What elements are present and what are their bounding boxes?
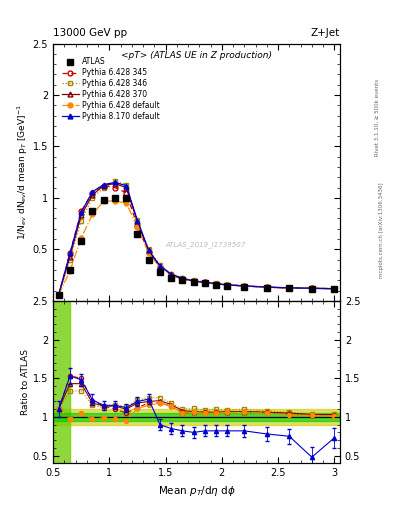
Text: 13000 GeV pp: 13000 GeV pp bbox=[53, 28, 127, 38]
Y-axis label: Ratio to ATLAS: Ratio to ATLAS bbox=[21, 349, 30, 415]
Text: ATLAS_2019_I1739507: ATLAS_2019_I1739507 bbox=[165, 241, 245, 248]
Text: <pT> (ATLAS UE in Z production): <pT> (ATLAS UE in Z production) bbox=[121, 51, 272, 60]
Y-axis label: 1/N$_{ev}$ dN$_{ev}$/d mean p$_T$ [GeV]$^{-1}$: 1/N$_{ev}$ dN$_{ev}$/d mean p$_T$ [GeV]$… bbox=[15, 104, 30, 240]
Text: Z+Jet: Z+Jet bbox=[311, 28, 340, 38]
X-axis label: Mean $p_T$/d$\eta$ d$\phi$: Mean $p_T$/d$\eta$ d$\phi$ bbox=[158, 484, 235, 498]
Legend: ATLAS, Pythia 6.428 345, Pythia 6.428 346, Pythia 6.428 370, Pythia 6.428 defaul: ATLAS, Pythia 6.428 345, Pythia 6.428 34… bbox=[60, 55, 162, 123]
Text: mcplots.cern.ch [arXiv:1306.3436]: mcplots.cern.ch [arXiv:1306.3436] bbox=[380, 183, 384, 278]
Text: Rivet 3.1.10, ≥ 500k events: Rivet 3.1.10, ≥ 500k events bbox=[375, 79, 380, 156]
